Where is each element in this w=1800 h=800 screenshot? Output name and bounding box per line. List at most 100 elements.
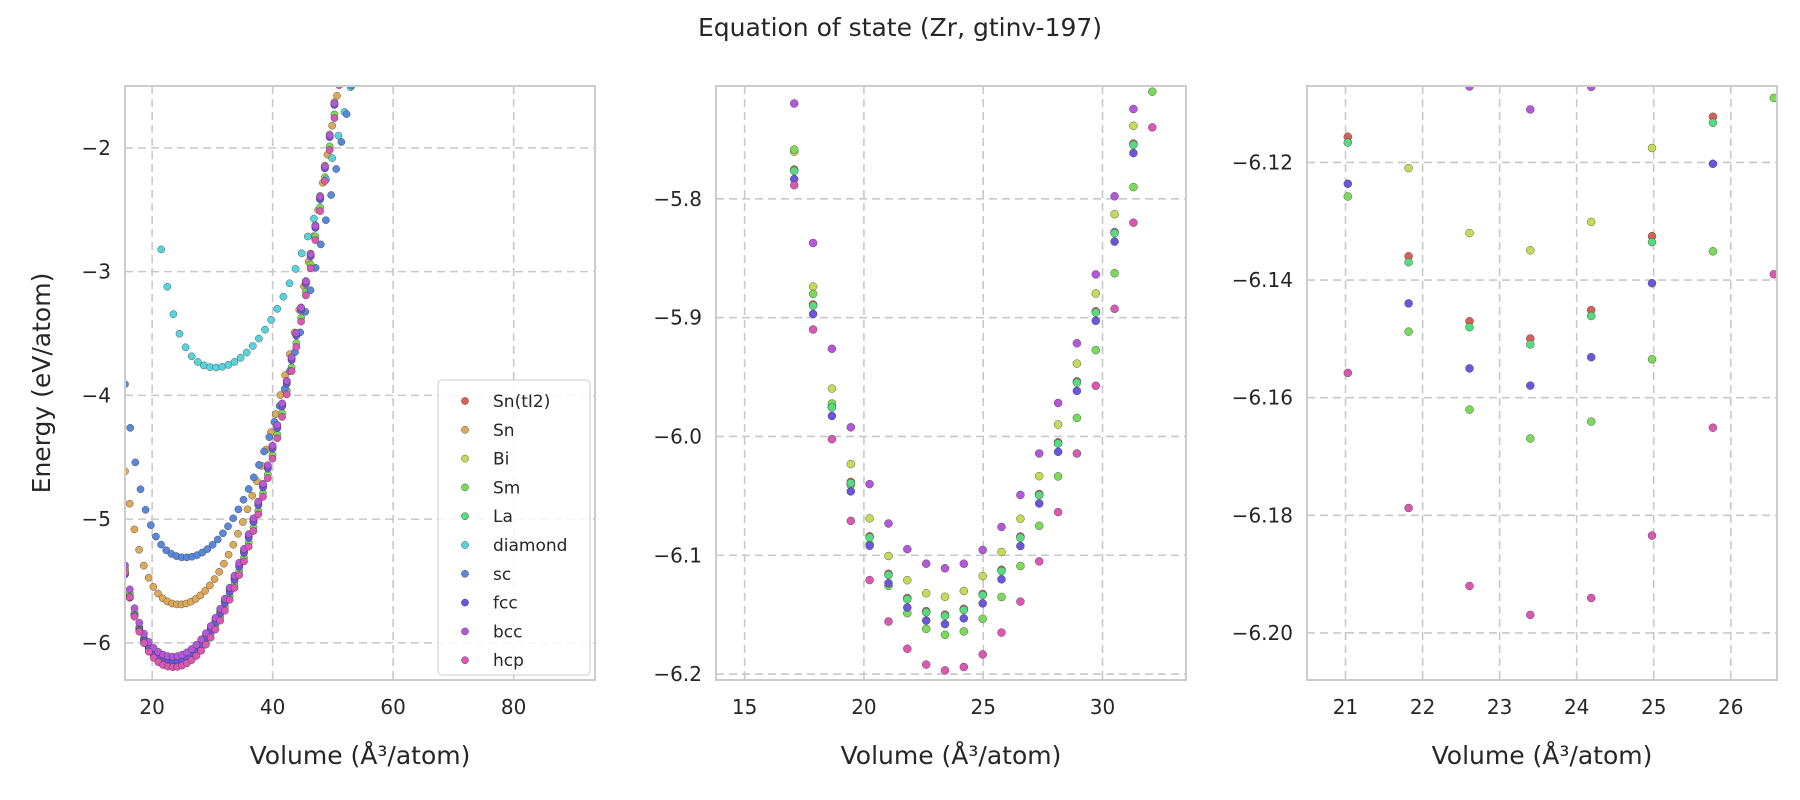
data-point [332,165,341,173]
data-point [1110,192,1119,201]
data-point [827,384,837,393]
data-point [846,478,855,488]
data-point [216,616,224,625]
data-point [292,329,301,337]
data-point [240,557,248,566]
data-point [1110,304,1119,313]
axes-frame [715,85,1187,681]
data-point [922,616,931,625]
series-sm [790,87,1157,639]
data-point [1708,118,1718,127]
data-point [1465,228,1474,238]
data-point [297,249,306,258]
x-tick-label: 22 [1410,695,1435,719]
data-point [321,177,329,185]
data-point [303,232,312,241]
data-point [221,606,229,615]
data-point [193,358,202,366]
data-point [940,630,950,639]
data-point [140,639,148,648]
y-tick-label: −2 [82,136,111,160]
data-point [192,652,201,660]
series-bi [1404,143,1657,255]
data-point [790,145,799,154]
panel-1: 20 40 60 80 −6 −5 −4 −3 −2 Volume (Å³/atom) Energy… [27,85,596,770]
series-hcp [790,123,1157,675]
legend-label: diamond [493,536,567,556]
series-la [1343,118,1718,349]
data-point [997,628,1006,637]
data-point [149,583,158,591]
data-point [1708,159,1718,169]
data-point [282,377,291,385]
grid [1307,86,1777,680]
data-point [126,423,134,432]
data-point [808,325,818,334]
x-tick-label: 25 [970,695,995,719]
data-point [1465,405,1474,414]
data-point [884,570,893,580]
legend-entry: Sn [461,421,515,441]
data-point [287,353,296,362]
data-point [1034,521,1044,530]
data-point [1016,561,1025,571]
y-tick-label: −4 [82,383,111,407]
data-point [1586,593,1596,603]
data-point [1586,417,1596,426]
data-point [1072,386,1082,396]
data-point [1465,581,1474,591]
data-point [997,566,1006,576]
data-point [1110,228,1119,238]
data-point [1708,423,1718,432]
data-point [220,559,228,568]
y-tick-label: −5 [82,507,111,531]
data-point [316,240,325,249]
data-point [267,315,275,324]
y-tick-label: −6.12 [1232,150,1293,174]
legend-entry: Sm [461,478,520,498]
data-point [130,612,139,621]
data-point [808,282,818,291]
data-point [135,627,144,636]
legend-entry: Bi [461,450,509,470]
data-point [865,541,874,550]
data-point [1465,323,1474,332]
data-point [139,561,148,570]
data-point [1343,179,1353,189]
data-point [248,491,256,500]
points [1343,86,1777,620]
legend-entry: diamond [461,536,567,556]
data-point [808,301,818,310]
data-point [997,575,1006,584]
x-tick-label: 20 [851,695,876,719]
data-point [1053,507,1063,517]
legend-label: La [493,507,513,527]
legend-entry: La [461,507,513,527]
data-point [328,121,337,130]
figure-title: Equation of state (Zr, gtinv-197) [698,13,1102,42]
legend-entry: sc [461,565,511,585]
data-point [230,358,239,366]
data-point [248,342,257,350]
data-point [273,421,282,429]
data-point [1586,217,1596,227]
data-point [884,579,893,588]
legend-marker [461,598,469,607]
data-point [187,645,196,653]
data-point [249,527,258,535]
data-point [260,447,268,456]
data-point [297,303,305,312]
data-point [959,605,968,615]
data-point [316,192,324,201]
legend-marker [461,512,469,521]
data-point [276,391,285,399]
data-point [1016,597,1025,606]
data-point [234,530,242,538]
legend-label: Sm [493,478,520,498]
data-point [249,473,258,482]
data-point [1053,439,1063,448]
data-point [279,292,288,301]
data-point [285,279,294,288]
data-point [1526,340,1535,349]
